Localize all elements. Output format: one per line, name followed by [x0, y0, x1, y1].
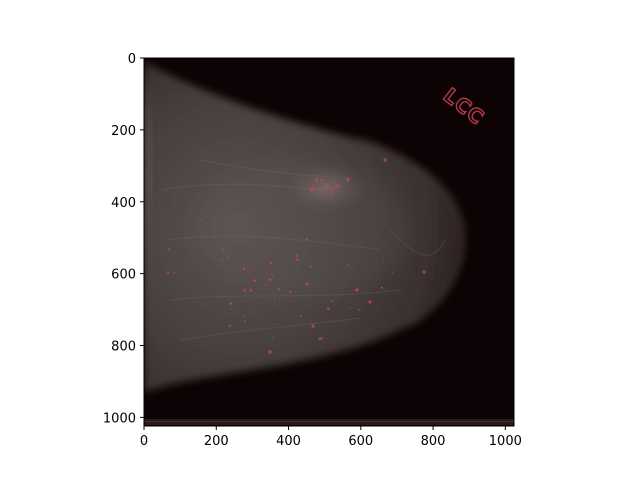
red-spot	[243, 288, 246, 292]
y-tick-label: 1000	[103, 411, 136, 426]
y-tick-label: 0	[128, 52, 136, 67]
red-spot	[296, 258, 299, 261]
red-spot	[328, 187, 332, 190]
red-spot	[380, 286, 383, 289]
red-spot	[315, 178, 319, 181]
red-spot	[199, 219, 202, 222]
red-spot	[288, 290, 292, 293]
red-spot	[173, 272, 176, 274]
red-spot	[383, 158, 387, 162]
red-spot	[347, 264, 350, 267]
red-spot	[325, 194, 328, 197]
mammogram-image: LCC	[144, 58, 514, 426]
red-spot	[309, 265, 313, 269]
red-spot	[305, 282, 309, 286]
red-spot	[242, 267, 246, 271]
red-spot	[382, 260, 385, 263]
axes-frame	[143, 57, 515, 427]
red-spot	[331, 188, 335, 191]
x-tick-label: 800	[421, 434, 446, 449]
red-spot	[349, 306, 352, 309]
x-axis: 0 200 400 600 800 1000	[140, 426, 522, 449]
red-spot	[310, 188, 314, 192]
y-tick-label: 400	[111, 196, 136, 211]
red-spot	[268, 278, 272, 281]
red-spot	[222, 248, 225, 251]
red-spot	[188, 263, 190, 266]
red-spot	[273, 298, 276, 300]
red-spot	[325, 184, 329, 188]
red-spot	[320, 178, 324, 181]
red-spot	[269, 261, 273, 265]
red-spot	[355, 288, 359, 292]
red-spot	[229, 302, 233, 305]
red-spot	[225, 220, 228, 222]
red-spot	[243, 315, 245, 318]
bottom-artifact-line	[144, 421, 514, 422]
red-spot	[295, 254, 299, 258]
red-spot	[330, 299, 333, 302]
red-spot	[228, 324, 232, 328]
red-spot	[277, 288, 280, 291]
y-tick-label: 600	[111, 268, 136, 283]
red-spot	[368, 300, 372, 304]
red-spot	[311, 324, 315, 328]
x-tick-label: 400	[276, 434, 301, 449]
red-spot	[227, 256, 230, 259]
red-spot	[336, 184, 340, 188]
red-spot	[299, 314, 302, 317]
dense-region-soft	[190, 160, 410, 300]
red-spot	[283, 270, 285, 273]
red-spot	[346, 178, 350, 182]
red-spot	[244, 320, 247, 323]
x-tick-label: 1000	[489, 434, 522, 449]
red-spot	[253, 279, 256, 282]
calcification-spots	[166, 158, 426, 354]
red-spot	[326, 307, 330, 311]
y-tick-label: 200	[111, 124, 136, 139]
red-spot	[323, 188, 326, 192]
red-spot	[358, 308, 361, 311]
red-spot	[318, 337, 321, 341]
red-spot	[272, 336, 275, 339]
red-spot	[251, 327, 254, 329]
red-spot	[268, 350, 272, 354]
red-spot	[273, 323, 276, 326]
red-spot	[193, 242, 196, 244]
red-spot	[332, 181, 335, 184]
y-axis: 0 200 400 600 800 1000	[103, 52, 144, 426]
red-spot	[167, 248, 171, 251]
x-tick-label: 200	[204, 434, 229, 449]
red-spot	[249, 289, 253, 292]
red-spot	[312, 183, 314, 186]
red-spot	[305, 238, 308, 241]
red-spot	[320, 337, 323, 340]
red-spot	[293, 301, 296, 303]
red-spot	[246, 267, 249, 270]
x-tick-label: 0	[140, 434, 148, 449]
red-spot	[315, 181, 317, 183]
red-spot	[220, 259, 223, 262]
skin-edge	[359, 138, 465, 327]
y-tick-label: 800	[111, 340, 136, 355]
red-spot	[246, 241, 249, 243]
tissue-strands	[159, 159, 446, 341]
red-spot	[313, 187, 316, 190]
pectoral-edge	[144, 70, 152, 380]
red-spot	[391, 272, 394, 274]
red-spot	[166, 271, 170, 274]
red-spot	[333, 185, 337, 188]
red-spot	[422, 270, 426, 274]
red-spot	[318, 189, 321, 191]
red-spot	[331, 193, 334, 196]
x-tick-label: 600	[348, 434, 373, 449]
red-spot	[271, 274, 274, 277]
red-spot	[305, 281, 308, 283]
red-spot	[348, 299, 350, 301]
red-spot	[231, 307, 233, 310]
